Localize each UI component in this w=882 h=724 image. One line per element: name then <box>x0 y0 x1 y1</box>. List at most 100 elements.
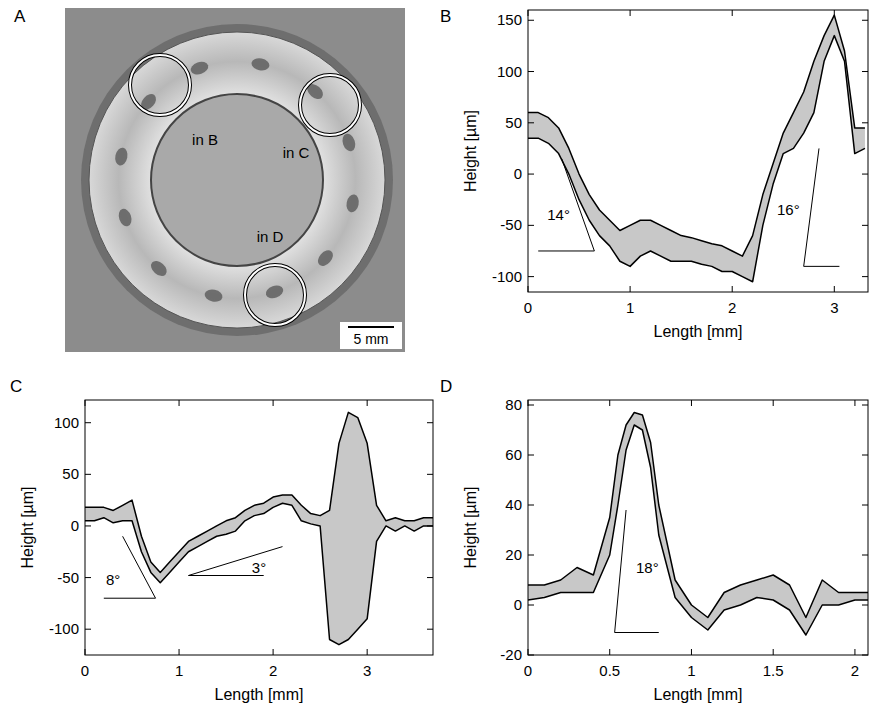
y-tick <box>85 525 91 526</box>
y-tick <box>528 276 534 277</box>
x-tick <box>528 286 529 292</box>
highlight-circle <box>300 75 360 135</box>
profile-line <box>528 36 865 282</box>
x-tick <box>834 286 835 292</box>
x-tick <box>691 649 692 655</box>
photo-background <box>65 8 405 352</box>
y-tick <box>862 225 868 226</box>
x-tick <box>854 400 855 406</box>
plot-background <box>528 400 868 655</box>
y-tick-label: -100 <box>492 268 522 285</box>
marks <box>528 413 868 636</box>
x-tick-label: 2 <box>851 662 859 679</box>
y-axis-title: Height [µm] <box>462 110 479 192</box>
angle-guide <box>104 536 156 598</box>
y-tick <box>528 122 534 123</box>
y-tick-label: 0 <box>514 165 522 182</box>
y-tick <box>528 555 534 556</box>
y-tick <box>528 20 534 21</box>
angle-guide <box>188 547 282 576</box>
y-tick-label: -50 <box>57 569 79 586</box>
chart-panel: 0123-100-50050100Length [mm]Height [µm]C… <box>10 377 433 703</box>
y-tick <box>528 174 534 175</box>
y-tick-label: -20 <box>500 646 522 663</box>
x-tick <box>773 400 774 406</box>
highlight-circle-outline <box>245 265 305 325</box>
y-tick <box>427 474 433 475</box>
x-tick <box>834 10 835 16</box>
panel-letter: D <box>440 377 452 396</box>
wear-spot <box>189 60 210 77</box>
y-tick-label: 40 <box>505 496 522 513</box>
figure: in Bin Cin D5 mmA0123-100-50050100150Len… <box>0 0 882 724</box>
photo-label: in C <box>283 144 310 161</box>
y-tick <box>862 122 868 123</box>
angle-label: 18° <box>636 559 659 576</box>
wear-spot <box>340 132 357 153</box>
y-tick <box>528 655 534 656</box>
y-tick <box>862 505 868 506</box>
angle-label: 8° <box>106 571 120 588</box>
y-tick <box>427 629 433 630</box>
angle-label: 14° <box>547 206 570 223</box>
ring-shadow <box>81 24 393 336</box>
y-tick <box>528 455 534 456</box>
x-tick <box>528 10 529 16</box>
y-tick <box>528 605 534 606</box>
y-tick <box>85 577 91 578</box>
angle-guide <box>615 510 659 633</box>
y-tick <box>862 405 868 406</box>
y-tick <box>528 225 534 226</box>
y-tick-label: 0 <box>514 596 522 613</box>
y-tick-label: 100 <box>54 414 79 431</box>
x-tick <box>854 649 855 655</box>
x-tick <box>732 10 733 16</box>
x-axis-title: Length [mm] <box>654 686 743 703</box>
highlight-circle <box>130 55 190 115</box>
profile-line <box>85 503 433 644</box>
x-tick <box>273 649 274 655</box>
wear-spot <box>117 207 134 228</box>
profile-line <box>528 413 868 618</box>
y-axis-title: Height [µm] <box>462 486 479 568</box>
y-tick-label: 150 <box>497 11 522 28</box>
x-tick-label: 2 <box>269 662 277 679</box>
y-tick <box>862 71 868 72</box>
x-tick <box>85 400 86 406</box>
wear-spot <box>315 247 336 268</box>
band-fill <box>528 15 865 282</box>
marks <box>528 15 865 282</box>
x-tick-label: 1 <box>687 662 695 679</box>
y-tick <box>862 174 868 175</box>
y-tick <box>427 422 433 423</box>
photo-label: in B <box>192 131 218 148</box>
x-tick-label: 3 <box>363 662 371 679</box>
plot-frame <box>85 400 433 655</box>
y-tick <box>427 525 433 526</box>
scale-bar <box>348 326 394 328</box>
photo-label: in D <box>257 228 284 245</box>
x-tick <box>609 400 610 406</box>
y-axis-title: Height [µm] <box>19 486 36 568</box>
marks <box>85 412 433 644</box>
angle-guide <box>538 159 594 251</box>
x-tick-label: 2 <box>728 299 736 316</box>
y-tick <box>85 474 91 475</box>
angle-guide <box>804 148 840 266</box>
x-tick-label: 1 <box>175 662 183 679</box>
y-tick <box>862 605 868 606</box>
wear-spot <box>148 258 169 279</box>
y-tick <box>862 276 868 277</box>
y-tick-label: -100 <box>49 620 79 637</box>
x-tick-label: 3 <box>830 299 838 316</box>
x-tick <box>179 400 180 406</box>
wear-spot <box>345 193 360 213</box>
y-tick <box>528 405 534 406</box>
ring <box>89 32 385 328</box>
wear-spot <box>114 147 129 167</box>
x-tick-label: 0 <box>524 299 532 316</box>
x-axis-title: Length [mm] <box>215 686 304 703</box>
y-tick <box>85 422 91 423</box>
angle-label: 3° <box>252 559 266 576</box>
panel-letter: C <box>10 377 22 396</box>
